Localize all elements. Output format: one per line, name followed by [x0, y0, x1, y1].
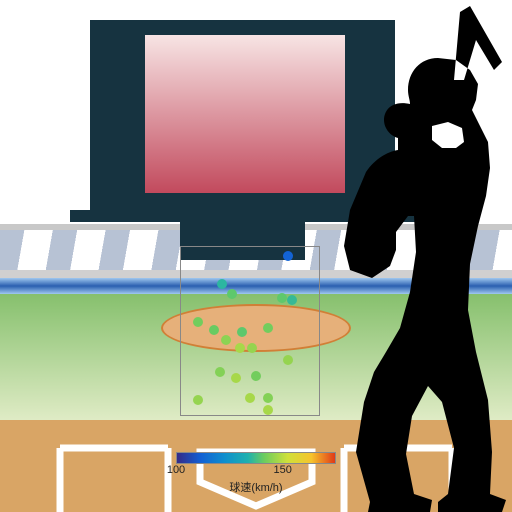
legend-ticks: 100150 [176, 464, 336, 478]
velocity-legend: 100150球速(km/h) [176, 452, 336, 495]
legend-colorbar [176, 452, 336, 464]
legend-tick: 100 [167, 464, 185, 476]
legend-axis-label: 球速(km/h) [176, 479, 336, 495]
pitch-location-chart: 100150球速(km/h) [0, 0, 512, 512]
legend-tick: 150 [273, 464, 291, 476]
batter-silhouette [0, 0, 512, 512]
